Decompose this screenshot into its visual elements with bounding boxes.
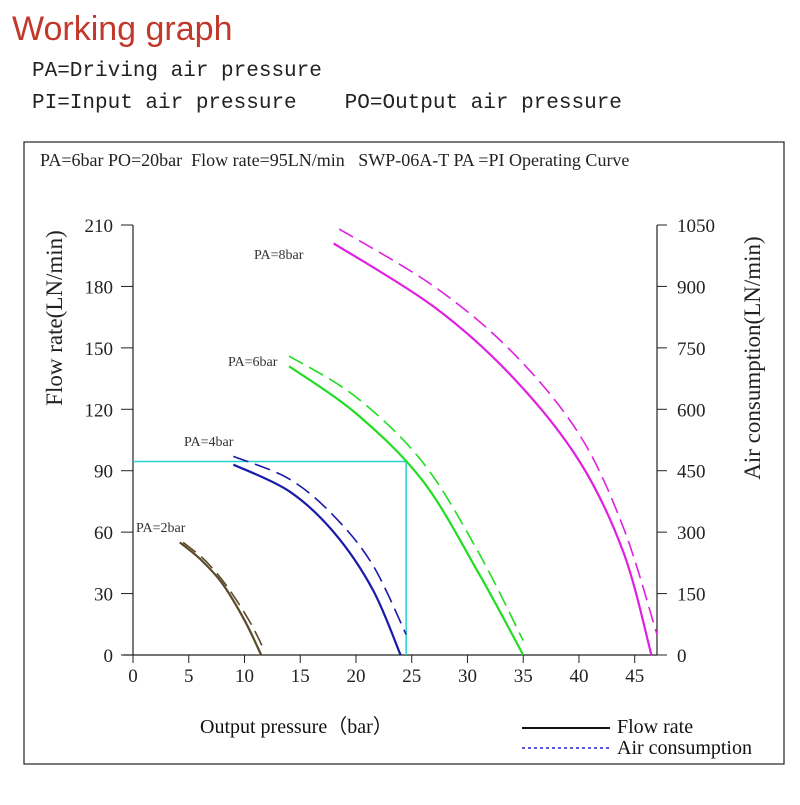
y2-axis-label: Air consumption(LN/min)	[740, 236, 765, 479]
y-tick-label: 150	[85, 339, 114, 360]
pi-definition: PI=Input air pressure	[32, 92, 297, 115]
chart-frame	[23, 141, 785, 765]
x-tick-label: 25	[402, 666, 421, 687]
y-tick-label: 60	[94, 523, 113, 544]
y-axis-label: Flow rate(LN/min)	[42, 230, 67, 406]
y2-tick-label: 0	[677, 646, 687, 667]
air-consumption-line	[182, 541, 266, 652]
series-label: PA=8bar	[254, 248, 304, 263]
air-consumption-line	[338, 228, 658, 635]
y2-tick-label: 600	[677, 400, 706, 421]
flow-rate-line	[288, 365, 525, 656]
x-tick-label: 30	[458, 666, 477, 687]
x-axis-label: Output pressure（bar）	[200, 715, 393, 738]
plot-area: 0 5 10 15 20 25 30 35 40 450306090120150180210015…	[42, 216, 765, 759]
x-tick-label: 5	[184, 666, 194, 687]
x-tick-label: 20	[346, 666, 365, 687]
y-tick-label: 0	[104, 646, 114, 667]
series-label: PA=6bar	[228, 355, 278, 370]
pa-definition: PA=Driving air pressure	[32, 60, 322, 83]
y2-tick-label: 450	[677, 462, 706, 483]
legend-air-label: Air consumption	[617, 737, 752, 759]
x-tick-label: 40	[569, 666, 588, 687]
series-label: PA=4bar	[184, 435, 234, 450]
x-tick-label: 15	[291, 666, 310, 687]
pi-po-definitions: PI=Input air pressure PO=Output air press…	[32, 92, 622, 115]
y2-tick-label: 750	[677, 339, 706, 360]
y2-tick-label: 1050	[677, 216, 715, 237]
legend-flow-label: Flow rate	[617, 716, 693, 738]
chart-title: PA=6bar PO=20bar Flow rate=95LN/min SWP-…	[40, 150, 629, 170]
y2-tick-label: 900	[677, 277, 706, 298]
y-tick-label: 30	[94, 585, 113, 606]
flow-rate-line	[232, 463, 402, 656]
x-tick-label: 45	[625, 666, 644, 687]
air-consumption-line	[288, 355, 524, 642]
y-tick-label: 120	[85, 400, 114, 421]
y2-tick-label: 150	[677, 585, 706, 606]
series-label: PA=2bar	[136, 521, 186, 536]
x-tick-label: 0	[128, 666, 138, 687]
page-title: Working graph	[12, 10, 233, 48]
y2-tick-label: 300	[677, 523, 706, 544]
x-tick-label: 35	[514, 666, 533, 687]
y-tick-label: 90	[94, 462, 113, 483]
y-tick-label: 210	[85, 216, 114, 237]
y-tick-label: 180	[85, 277, 114, 298]
flow-rate-line	[333, 242, 653, 656]
flow-rate-line	[179, 541, 263, 656]
x-tick-label: 10	[235, 666, 254, 687]
air-consumption-line	[233, 455, 407, 635]
po-definition: PO=Output air pressure	[344, 92, 622, 115]
